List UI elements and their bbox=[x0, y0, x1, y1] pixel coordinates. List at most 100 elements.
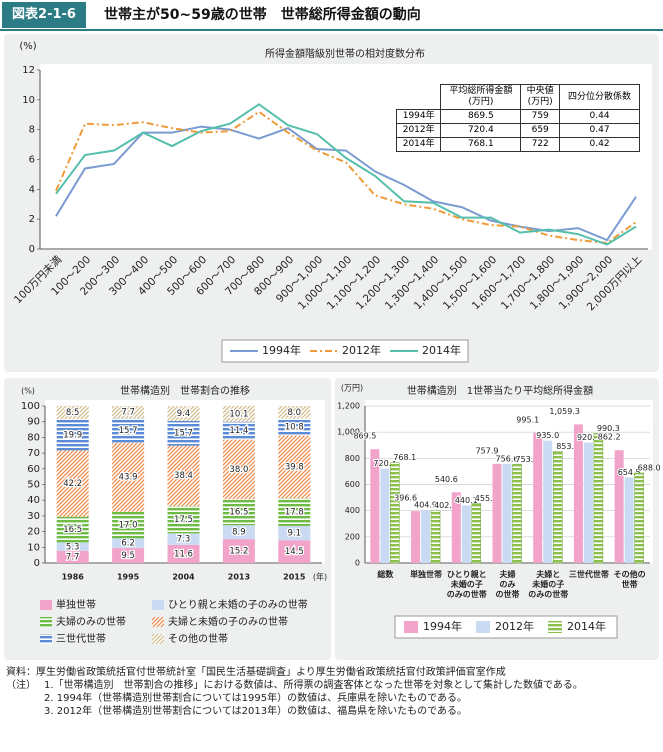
legend-label: 2012年 bbox=[495, 619, 534, 633]
note: 2. 1994年（世帯構造別世帯割合については1995年）の数値は、兵庫県を除い… bbox=[44, 693, 468, 704]
x-tick-label: 2004 bbox=[172, 573, 195, 582]
bar-segment bbox=[222, 499, 255, 526]
bar-segment bbox=[56, 405, 89, 420]
table-cell: 869.5 bbox=[440, 109, 522, 124]
bar bbox=[593, 433, 604, 564]
x-tick-label: 単独世帯 bbox=[410, 570, 443, 579]
bar-segment bbox=[167, 406, 200, 421]
value-label: 753.4 bbox=[516, 455, 539, 464]
y-tick-label: 10 bbox=[22, 95, 35, 106]
x-tick-label: ひとり親と 未婚の子 のみの世帯 bbox=[446, 570, 487, 599]
bar bbox=[552, 451, 563, 564]
value-label: 688.0 bbox=[638, 463, 661, 472]
bar-segment bbox=[222, 439, 255, 500]
bar-segment bbox=[278, 418, 311, 436]
value-label: 7.3 bbox=[177, 535, 191, 545]
bar bbox=[411, 511, 421, 563]
y-tick-label: 40 bbox=[27, 495, 40, 506]
table-cell: 659 bbox=[520, 123, 561, 138]
y-tick-label: 100 bbox=[21, 401, 40, 412]
bar-segment bbox=[56, 450, 89, 517]
y-tick-label: 4 bbox=[29, 184, 35, 195]
value-label: 440.1 bbox=[455, 496, 478, 505]
bar bbox=[573, 424, 583, 563]
legend-label: 2014年 bbox=[422, 343, 461, 357]
y-axis-label: (万円) bbox=[341, 384, 363, 393]
value-label: 11.6 bbox=[174, 549, 193, 559]
y-tick-label: 400 bbox=[345, 506, 360, 515]
value-label: 9.4 bbox=[177, 409, 191, 419]
x-tick-label: 2015 bbox=[283, 573, 306, 582]
value-label: 10.1 bbox=[229, 409, 248, 419]
value-label: 43.9 bbox=[119, 473, 138, 483]
bar-segment bbox=[112, 418, 145, 443]
value-label: 869.5 bbox=[353, 432, 376, 441]
bar-segment bbox=[167, 533, 200, 545]
value-label: 768.1 bbox=[393, 453, 416, 462]
legend-label: 2014年 bbox=[567, 619, 606, 633]
value-label: 15.7 bbox=[174, 429, 193, 439]
chart-title: 世帯構造別 世帯割合の推移 bbox=[120, 384, 250, 397]
value-label: 7.7 bbox=[66, 552, 80, 562]
line-series bbox=[55, 110, 637, 245]
y-axis-label: (%) bbox=[21, 387, 35, 396]
legend-swatch bbox=[404, 621, 418, 633]
y-tick-label: 600 bbox=[345, 480, 360, 489]
table-cell: 720.4 bbox=[440, 123, 522, 138]
bar-segment bbox=[56, 516, 89, 543]
bar-segment bbox=[112, 442, 145, 512]
bar bbox=[614, 450, 624, 563]
y-tick-label: 70 bbox=[27, 448, 40, 459]
legend-swatch bbox=[476, 621, 490, 633]
y-tick-label: 80 bbox=[27, 432, 40, 443]
legend-swatch bbox=[152, 634, 164, 644]
bar bbox=[380, 468, 390, 563]
bar bbox=[421, 510, 431, 563]
value-label: 9.5 bbox=[121, 551, 135, 561]
table-cell: 0.44 bbox=[559, 109, 640, 124]
chart-title: 所得金額階級別世帯の相対度数分布 bbox=[265, 47, 425, 60]
note: 1.「世帯構造別 世帯割合の推移」における数値は、所得票の調査客体となった世帯を… bbox=[44, 680, 583, 691]
y-tick-label: 12 bbox=[22, 65, 35, 76]
bar-segment bbox=[222, 539, 255, 563]
y-tick-label: 8 bbox=[29, 125, 35, 136]
note: 3. 2012年（世帯構造別世帯割合については2013年）の数値は、福島県を除い… bbox=[44, 706, 468, 717]
value-label: 17.0 bbox=[119, 521, 138, 531]
x-tick-label: 1995 bbox=[117, 573, 140, 582]
value-label: 540.6 bbox=[435, 475, 458, 484]
x-tick-label: 夫婦 のみ の世帯 bbox=[495, 570, 520, 599]
value-label: 14.5 bbox=[285, 547, 304, 557]
legend-label: その他の世帯 bbox=[168, 632, 228, 645]
legend-swatch bbox=[40, 600, 52, 610]
legend-label: 2012年 bbox=[342, 343, 381, 357]
figure-label: 図表2-1-6 bbox=[2, 2, 86, 28]
y-tick-label: 0 bbox=[29, 244, 35, 255]
table-cell: 中央値 (万円) bbox=[520, 84, 561, 110]
bar-segment bbox=[222, 405, 255, 422]
bar bbox=[492, 463, 502, 563]
legend-box bbox=[221, 339, 469, 363]
legend-swatch bbox=[152, 617, 164, 627]
table-row: 2012年 720.4 659 0.47 bbox=[395, 123, 640, 138]
legend-label: 夫婦と未婚の子のみの世帯 bbox=[168, 615, 288, 628]
bar-segment bbox=[112, 511, 145, 539]
table-cell: 0.47 bbox=[559, 123, 640, 138]
value-label: 1,059.3 bbox=[549, 407, 580, 416]
y-tick-label: 20 bbox=[27, 527, 40, 538]
figure-title: 世帯主が50~59歳の世帯 世帯総所得金額の動向 bbox=[104, 7, 421, 23]
table-cell: 平均総所得金額 (万円) bbox=[440, 84, 522, 110]
value-label: 756.6 bbox=[496, 455, 519, 464]
legend-label: 1994年 bbox=[423, 619, 462, 633]
y-tick-label: 200 bbox=[345, 532, 360, 541]
x-tick-label: 2013 bbox=[228, 573, 250, 582]
value-label: 853.9 bbox=[556, 442, 579, 451]
bar bbox=[502, 464, 512, 563]
value-label: 654.5 bbox=[618, 468, 641, 477]
value-label: 7.7 bbox=[121, 408, 135, 418]
table-cell: 2014年 bbox=[395, 137, 442, 152]
x-tick-label: 夫婦と 未婚の子 のみの世帯 bbox=[528, 570, 569, 599]
table-cell: 759 bbox=[520, 109, 561, 124]
value-label: 38.0 bbox=[229, 465, 248, 475]
